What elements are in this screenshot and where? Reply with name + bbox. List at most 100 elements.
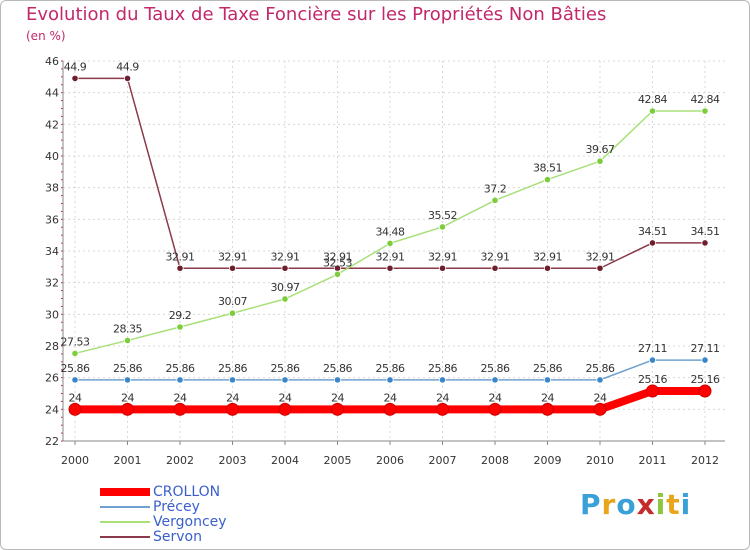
data-point-crollon: [68, 402, 82, 416]
data-point-précey: [176, 376, 184, 384]
data-label-vergoncey: 39.67: [586, 143, 615, 156]
data-label-précey: 25.86: [218, 362, 247, 375]
x-tick-label: 2007: [429, 454, 457, 467]
data-point-précey: [648, 356, 657, 364]
data-label-servon: 32.91: [218, 250, 247, 263]
x-tick-label: 2003: [219, 454, 247, 467]
logo-letter: t: [666, 488, 681, 521]
data-point-vergoncey: [176, 323, 184, 331]
x-tick-label: 2005: [324, 454, 352, 467]
data-point-servon: [491, 264, 499, 272]
data-point-vergoncey: [491, 196, 499, 204]
legend-item: Servon: [100, 528, 227, 545]
data-point-servon: [176, 264, 184, 272]
data-point-vergoncey: [543, 175, 552, 184]
y-tick-label: 44: [45, 87, 59, 100]
data-label-crollon: 25.16: [691, 373, 720, 386]
y-tick-label: 24: [45, 403, 59, 416]
data-point-servon: [438, 264, 447, 272]
data-point-crollon: [436, 402, 449, 416]
legend-swatch: [100, 520, 150, 523]
data-point-servon: [648, 239, 657, 247]
data-point-vergoncey: [333, 270, 342, 278]
data-label-précey: 27.11: [691, 342, 720, 355]
data-label-servon: 32.91: [271, 250, 300, 263]
data-point-servon: [543, 264, 552, 272]
data-label-précey: 25.86: [113, 362, 142, 375]
data-label-vergoncey: 37.2: [484, 182, 507, 195]
data-label-crollon: 24: [121, 391, 134, 404]
data-point-crollon: [121, 402, 134, 416]
data-label-crollon: 24: [174, 391, 187, 404]
data-label-précey: 25.86: [323, 362, 352, 375]
proxiti-logo: Proxiti: [580, 488, 691, 521]
data-point-précey: [491, 376, 499, 384]
data-label-vergoncey: 34.48: [376, 225, 405, 238]
unit-label: (en %): [26, 29, 66, 43]
y-tick-label: 32: [45, 277, 59, 290]
data-point-vergoncey: [386, 239, 394, 247]
data-label-vergoncey: 30.97: [271, 281, 300, 294]
x-tick-label: 2011: [639, 454, 667, 467]
data-label-servon: 32.91: [533, 250, 562, 263]
x-tick-label: 2010: [586, 454, 614, 467]
data-label-vergoncey: 42.84: [691, 93, 720, 106]
data-label-vergoncey: 30.07: [218, 295, 247, 308]
data-label-crollon: 24: [331, 391, 344, 404]
data-label-vergoncey: 28.35: [113, 322, 142, 335]
data-point-vergoncey: [648, 107, 657, 115]
data-label-précey: 27.11: [638, 342, 667, 355]
logo-letter: P: [580, 488, 602, 521]
data-label-précey: 25.86: [166, 362, 195, 375]
data-label-servon: 32.91: [481, 250, 510, 263]
y-tick-label: 36: [45, 213, 59, 226]
data-point-servon: [596, 264, 604, 272]
x-tick-label: 2000: [61, 454, 89, 467]
legend-label: Précey: [153, 498, 200, 515]
data-point-servon: [228, 264, 237, 272]
data-point-précey: [543, 376, 552, 384]
data-label-crollon: 24: [69, 391, 82, 404]
data-label-vergoncey: 35.52: [428, 209, 457, 222]
x-tick-label: 2001: [114, 454, 142, 467]
data-label-précey: 25.86: [586, 362, 615, 375]
data-point-vergoncey: [438, 223, 447, 231]
y-tick-label: 30: [45, 308, 59, 321]
data-label-servon: 34.51: [691, 225, 720, 238]
data-label-servon: 32.91: [376, 250, 405, 263]
logo-letter: o: [616, 488, 637, 521]
data-label-crollon: 24: [436, 391, 449, 404]
data-label-crollon: 24: [226, 391, 239, 404]
legend-item: CROLLON: [100, 484, 227, 500]
y-tick-label: 34: [45, 245, 59, 258]
data-point-crollon: [226, 402, 239, 416]
y-tick-label: 38: [45, 182, 59, 195]
legend-swatch: [100, 535, 150, 538]
y-tick-label: 42: [45, 118, 59, 131]
data-point-précey: [228, 376, 237, 384]
logo-letter: x: [636, 488, 656, 521]
data-label-crollon: 24: [541, 391, 554, 404]
data-point-crollon: [278, 402, 292, 416]
legend-label: Vergoncey: [153, 513, 227, 530]
data-point-précey: [71, 376, 79, 384]
data-label-précey: 25.86: [271, 362, 300, 375]
data-label-vergoncey: 27.53: [61, 335, 90, 348]
data-point-vergoncey: [123, 336, 132, 345]
logo-letter: r: [601, 488, 617, 521]
data-point-précey: [123, 376, 132, 384]
y-tick-label: 22: [45, 435, 59, 448]
data-point-vergoncey: [71, 349, 79, 358]
data-point-crollon: [173, 402, 187, 416]
data-point-crollon: [331, 402, 344, 416]
data-point-crollon: [541, 402, 554, 416]
data-label-servon: 32.91: [428, 250, 457, 263]
x-tick-label: 2006: [376, 454, 404, 467]
legend-label: Servon: [153, 528, 202, 545]
data-point-précey: [281, 376, 289, 384]
data-point-vergoncey: [228, 309, 237, 317]
x-tick-label: 2008: [481, 454, 509, 467]
data-label-vergoncey: 42.84: [638, 93, 667, 106]
data-point-servon: [701, 239, 709, 247]
